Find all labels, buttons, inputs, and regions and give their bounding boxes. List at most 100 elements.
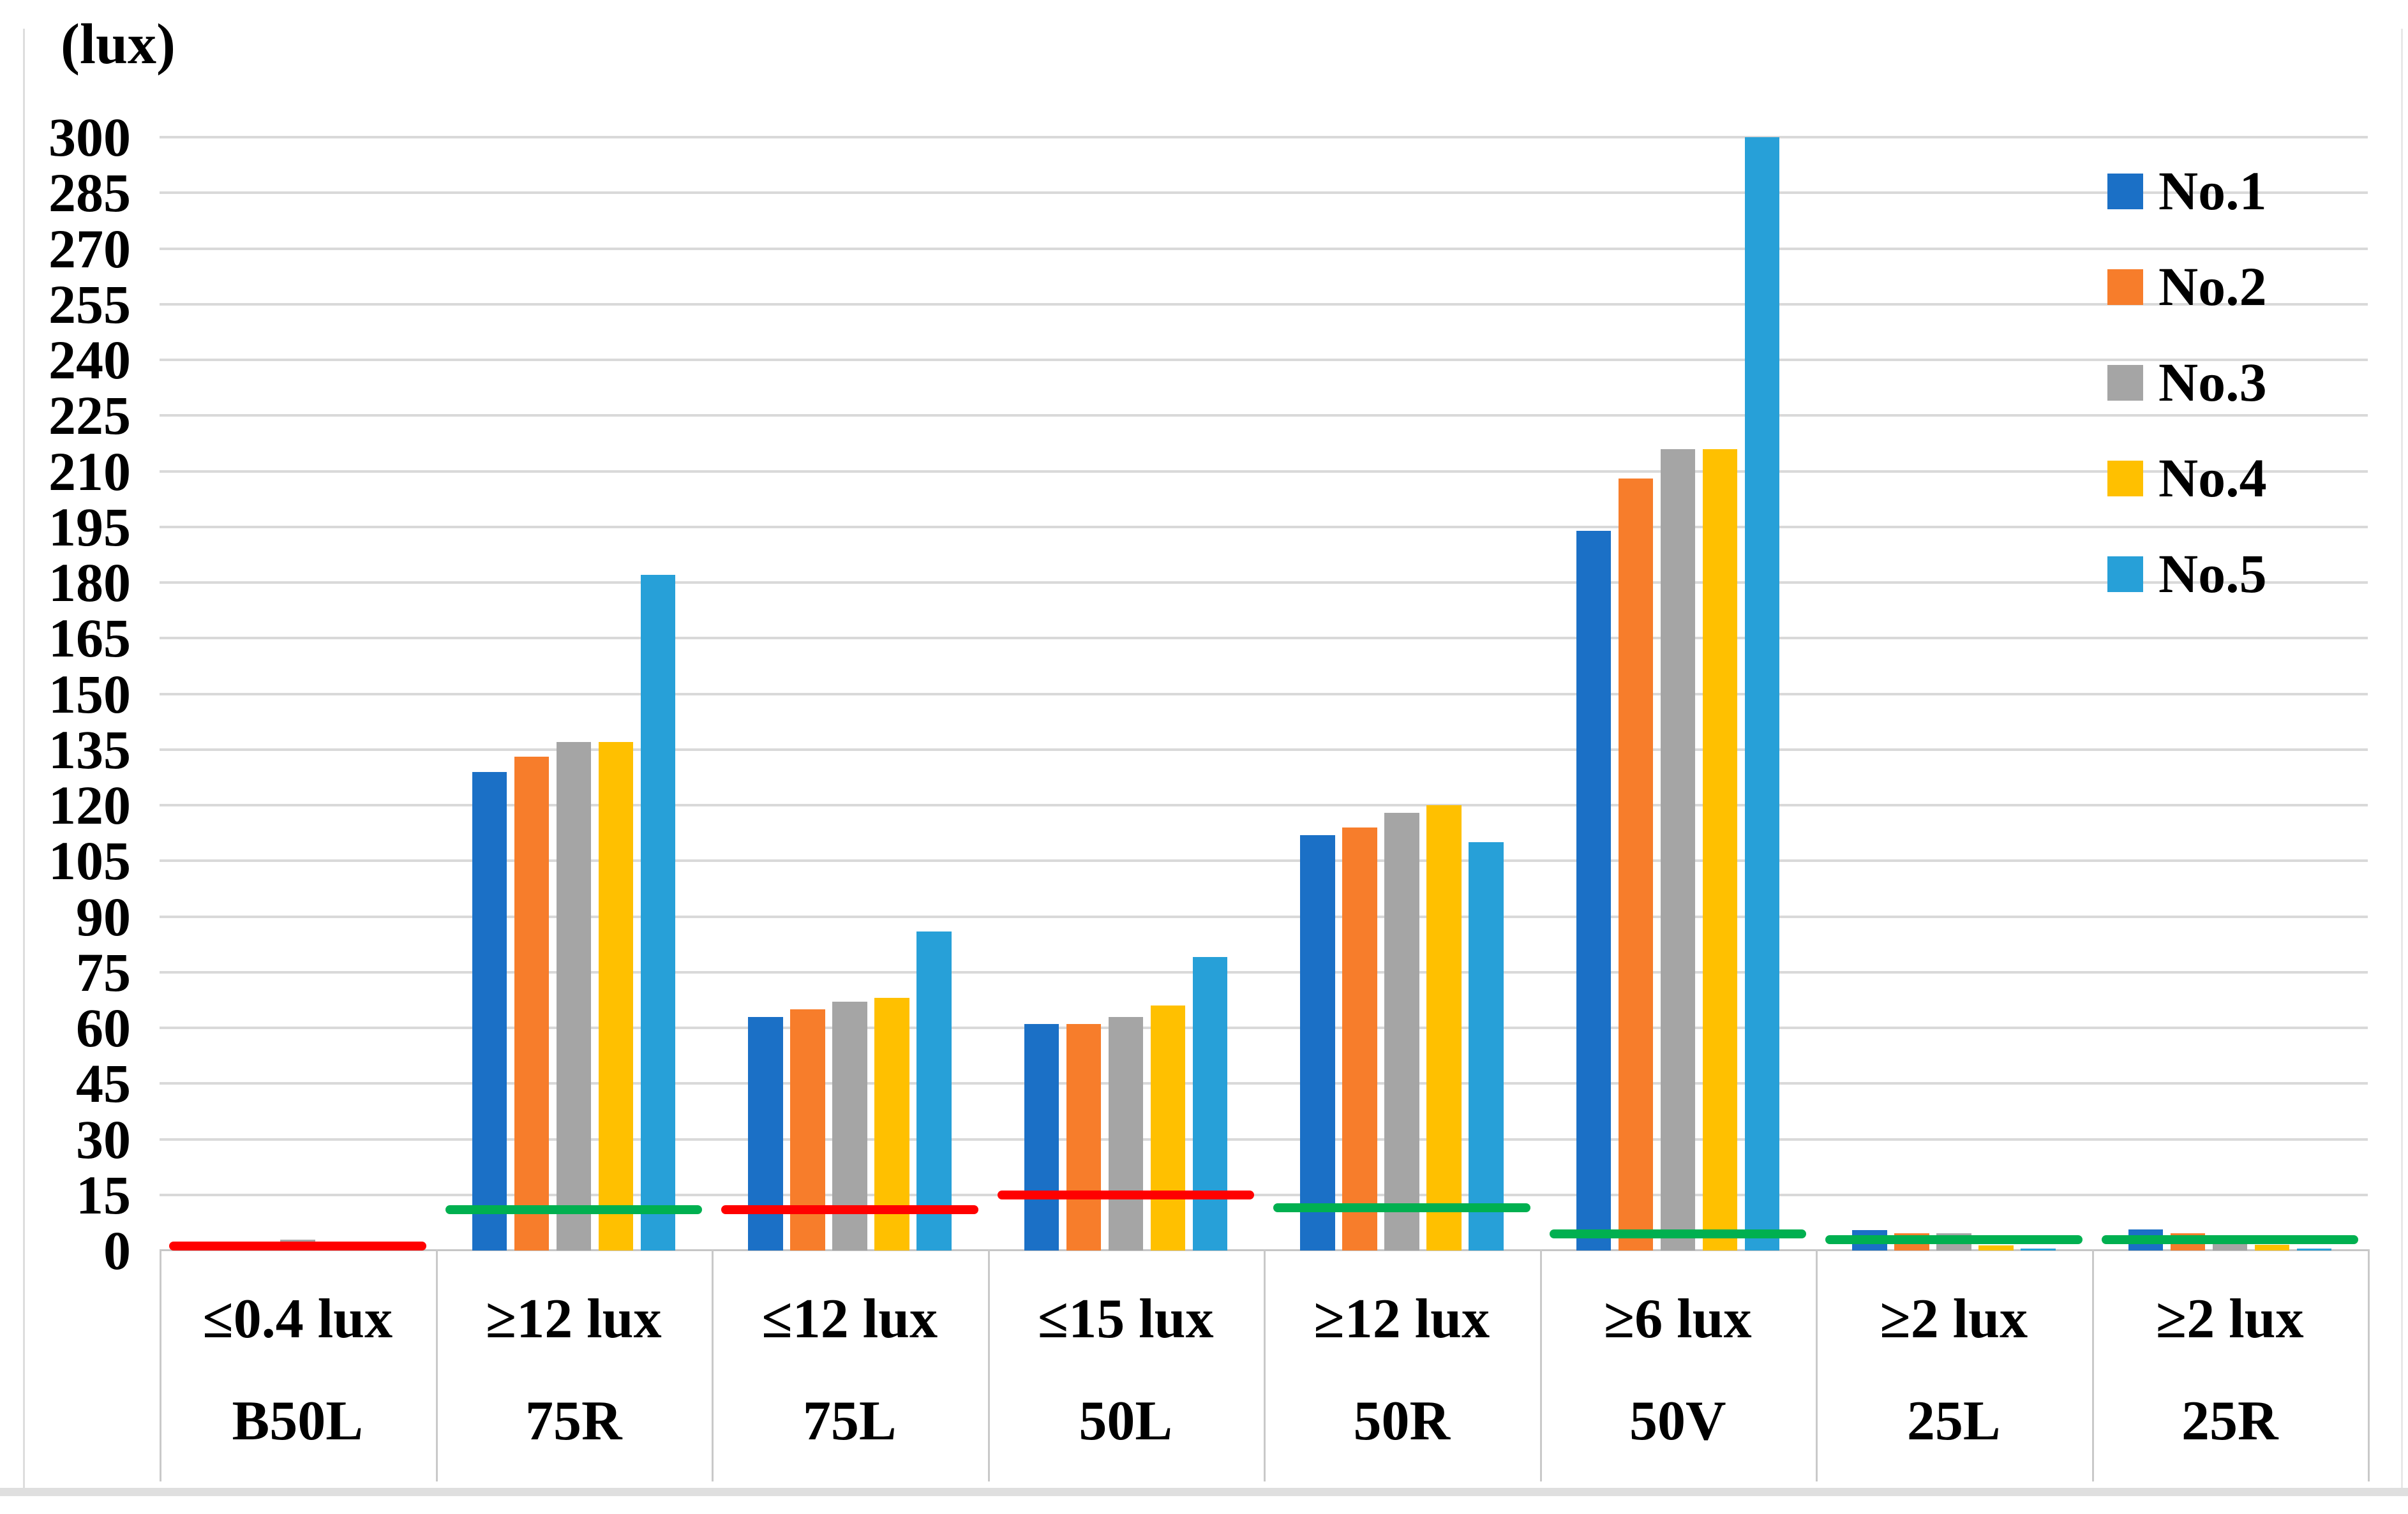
y-tick-label: 45 bbox=[76, 1053, 131, 1115]
bar-50V-No.4 bbox=[1702, 449, 1737, 1251]
gridline bbox=[160, 637, 2368, 640]
threshold-line-50R bbox=[1273, 1203, 1530, 1213]
y-axis-title: (lux) bbox=[61, 13, 176, 76]
bar-50V-No.3 bbox=[1660, 449, 1695, 1251]
x-axis-point-label: 50L bbox=[1079, 1390, 1173, 1452]
threshold-line-75R bbox=[445, 1205, 702, 1215]
gridline bbox=[160, 359, 2368, 361]
bar-50L-No.1 bbox=[1024, 1024, 1059, 1251]
category-divider bbox=[435, 1249, 438, 1481]
bar-50R-No.5 bbox=[1469, 842, 1504, 1251]
legend-item-No.5: No.5 bbox=[2107, 545, 2375, 602]
x-axis-requirement-label: ≤0.4 lux bbox=[202, 1288, 393, 1350]
legend-label: No.2 bbox=[2158, 256, 2267, 317]
threshold-line-B50L bbox=[169, 1242, 426, 1251]
legend-marker-No.4 bbox=[2107, 461, 2143, 496]
category-divider bbox=[1816, 1249, 1818, 1481]
y-tick-label: 240 bbox=[49, 329, 131, 390]
gridline bbox=[160, 859, 2368, 863]
legend-item-No.1: No.1 bbox=[2107, 162, 2375, 219]
figure-border-left bbox=[23, 29, 25, 1496]
y-tick-label: 0 bbox=[103, 1220, 131, 1281]
y-tick-label: 135 bbox=[49, 718, 131, 780]
threshold-line-50V bbox=[1549, 1229, 1806, 1238]
y-tick-label: 255 bbox=[49, 273, 131, 335]
gridline bbox=[160, 247, 2368, 250]
gridline bbox=[160, 414, 2368, 417]
bar-75R-No.1 bbox=[472, 771, 507, 1251]
bar-50R-No.2 bbox=[1342, 827, 1377, 1251]
y-tick-label: 105 bbox=[49, 830, 131, 892]
legend-label: No.1 bbox=[2158, 160, 2267, 221]
gridline bbox=[160, 191, 2368, 195]
category-divider bbox=[1264, 1249, 1266, 1481]
bar-75L-No.5 bbox=[916, 931, 952, 1251]
legend-label: No.4 bbox=[2158, 447, 2267, 508]
bar-75R-No.3 bbox=[556, 742, 591, 1251]
x-axis-point-label: 50R bbox=[1353, 1390, 1451, 1452]
gridline bbox=[160, 915, 2368, 918]
x-axis-point-label: B50L bbox=[232, 1390, 363, 1452]
bar-50L-No.4 bbox=[1150, 1006, 1185, 1251]
bar-50V-No.2 bbox=[1618, 479, 1653, 1251]
category-divider bbox=[1539, 1249, 1542, 1481]
bar-50L-No.2 bbox=[1066, 1024, 1101, 1251]
gridline bbox=[160, 136, 2368, 138]
y-tick-label: 270 bbox=[49, 218, 131, 279]
threshold-line-25R bbox=[2101, 1235, 2358, 1245]
gridline bbox=[160, 970, 2368, 974]
gridline bbox=[160, 1082, 2368, 1085]
gridline bbox=[160, 692, 2368, 695]
x-axis-requirement-label: ≥12 lux bbox=[1313, 1288, 1490, 1350]
y-tick-label: 165 bbox=[49, 607, 131, 669]
bar-50L-No.3 bbox=[1108, 1016, 1143, 1251]
x-axis-requirement-label: ≥2 lux bbox=[1880, 1288, 2028, 1350]
legend-item-No.3: No.3 bbox=[2107, 353, 2375, 411]
y-tick-label: 15 bbox=[76, 1164, 131, 1226]
legend-marker-No.5 bbox=[2107, 556, 2143, 592]
y-tick-label: 210 bbox=[49, 440, 131, 502]
legend-marker-No.2 bbox=[2107, 269, 2143, 305]
bar-25R-No.4 bbox=[2254, 1245, 2289, 1251]
gridline bbox=[160, 1138, 2368, 1141]
x-axis-requirement-label: ≤12 lux bbox=[761, 1288, 938, 1350]
category-divider bbox=[712, 1249, 714, 1481]
bar-50R-No.4 bbox=[1426, 805, 1462, 1251]
bar-25R-No.3 bbox=[2212, 1244, 2247, 1251]
y-tick-label: 195 bbox=[49, 496, 131, 558]
legend-item-No.4: No.4 bbox=[2107, 449, 2375, 507]
bar-75L-No.1 bbox=[748, 1016, 783, 1251]
gridline bbox=[160, 525, 2368, 528]
bar-75R-No.5 bbox=[640, 575, 675, 1251]
bar-50V-No.5 bbox=[1744, 137, 1779, 1251]
bar-75R-No.4 bbox=[598, 742, 633, 1251]
gridline bbox=[160, 302, 2368, 306]
x-axis-point-label: 50V bbox=[1629, 1390, 1726, 1452]
category-divider bbox=[2091, 1249, 2094, 1481]
category-divider bbox=[2368, 1249, 2370, 1481]
y-tick-label: 300 bbox=[49, 107, 131, 168]
bar-50L-No.5 bbox=[1192, 957, 1227, 1251]
bar-25R-No.5 bbox=[2296, 1249, 2331, 1251]
gridline bbox=[160, 1193, 2368, 1196]
y-tick-label: 120 bbox=[49, 775, 131, 836]
bar-50R-No.3 bbox=[1384, 812, 1419, 1251]
y-tick-label: 180 bbox=[49, 552, 131, 613]
x-axis-requirement-label: ≥2 lux bbox=[2155, 1288, 2304, 1350]
bar-75R-No.2 bbox=[514, 757, 549, 1251]
threshold-line-25L bbox=[1825, 1235, 2083, 1245]
y-tick-label: 225 bbox=[49, 385, 131, 447]
x-axis-requirement-label: ≤15 lux bbox=[1037, 1288, 1214, 1350]
legend-label: No.5 bbox=[2158, 543, 2267, 604]
gridline bbox=[160, 804, 2368, 806]
legend-item-No.2: No.2 bbox=[2107, 258, 2375, 315]
x-axis-requirement-label: ≥12 lux bbox=[485, 1288, 662, 1350]
x-axis-point-label: 25L bbox=[1906, 1390, 2001, 1452]
legend-marker-No.1 bbox=[2107, 174, 2143, 209]
gridline bbox=[160, 581, 2368, 584]
y-tick-label: 285 bbox=[49, 162, 131, 224]
category-divider bbox=[987, 1249, 990, 1481]
y-tick-label: 60 bbox=[76, 997, 131, 1058]
bar-50R-No.1 bbox=[1300, 835, 1335, 1251]
